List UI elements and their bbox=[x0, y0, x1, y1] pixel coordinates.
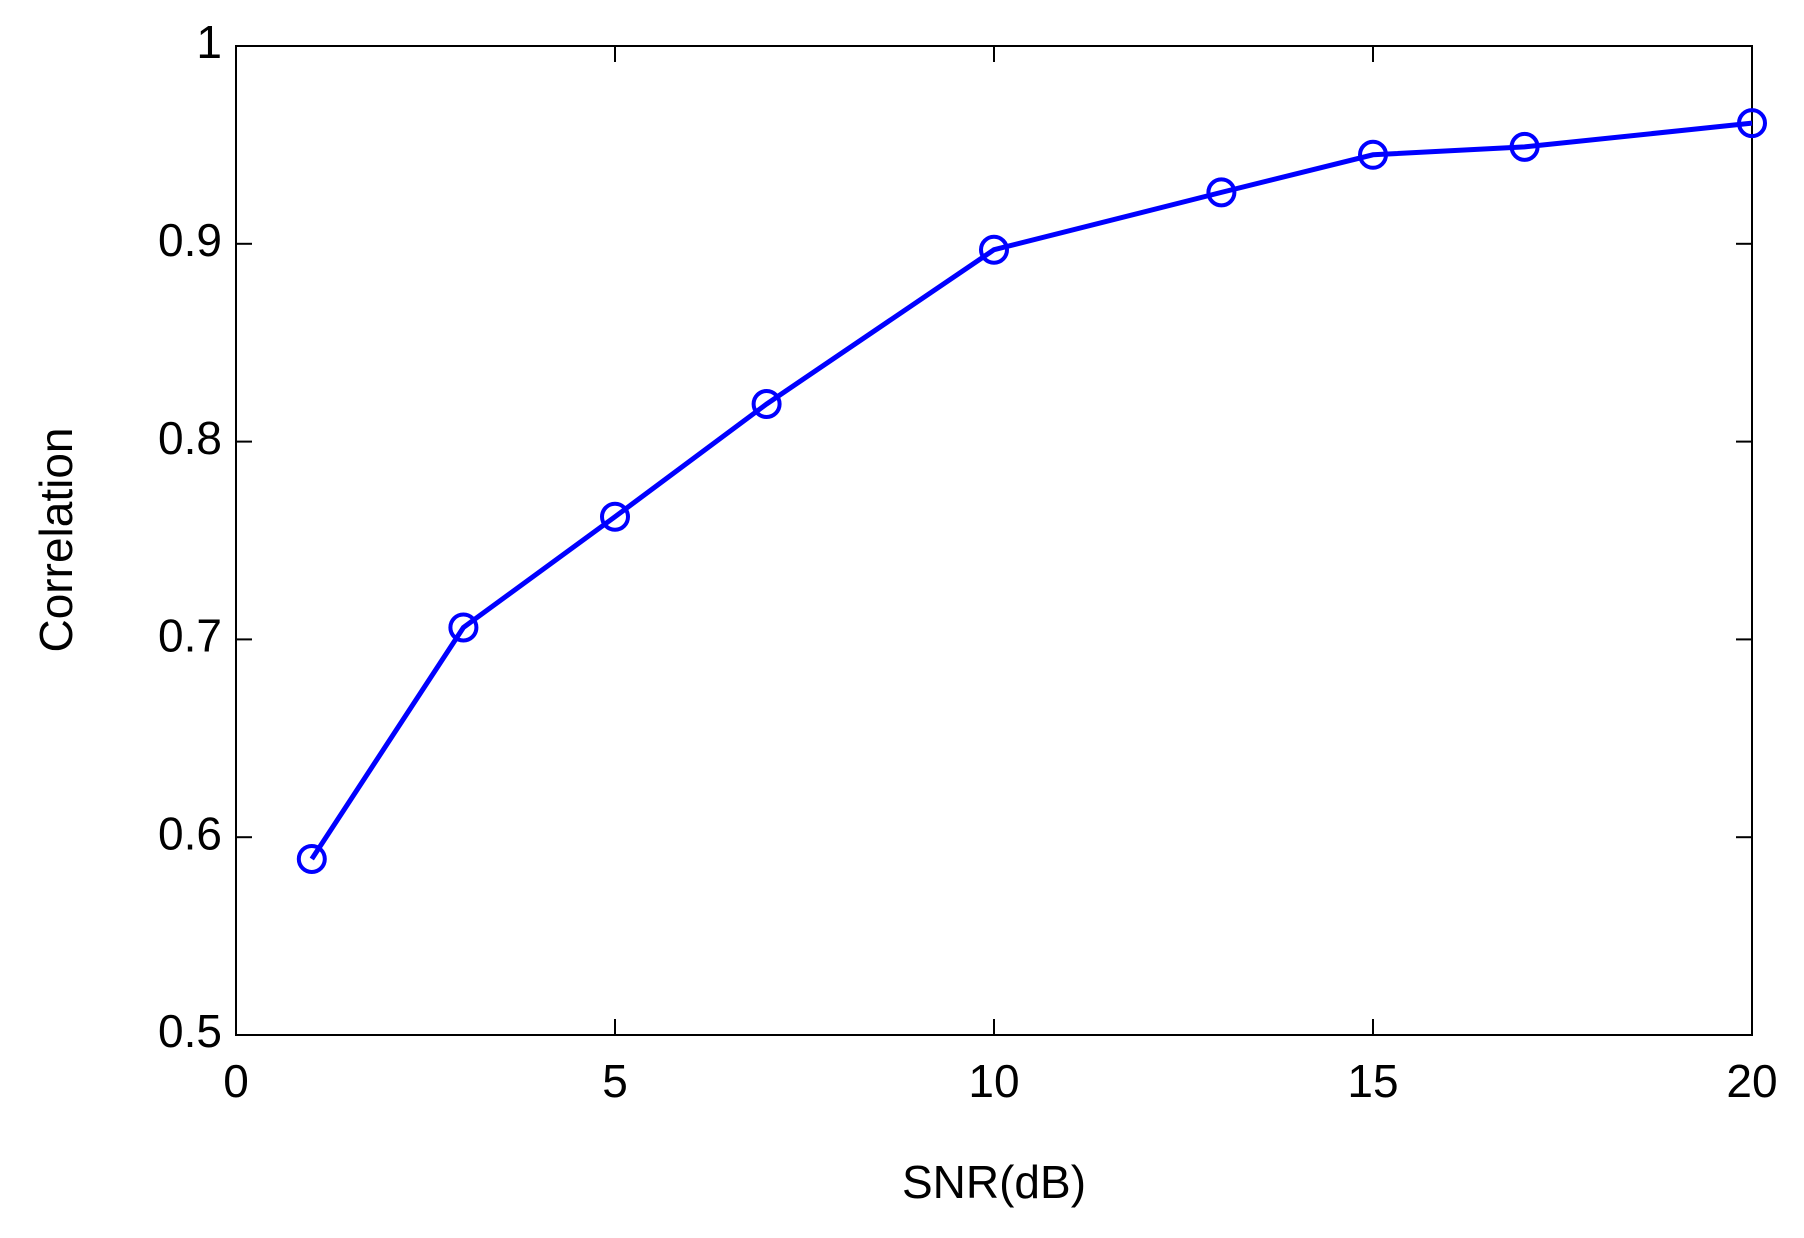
data-point bbox=[1206, 177, 1237, 208]
data-point bbox=[1737, 108, 1767, 139]
data-point bbox=[1358, 139, 1388, 170]
y-tick-label: 0.8 bbox=[158, 412, 222, 464]
y-tick-label: 0.5 bbox=[158, 1005, 222, 1057]
data-point bbox=[448, 612, 479, 643]
data-line bbox=[309, 120, 1753, 861]
data-point bbox=[979, 234, 1009, 265]
x-tick-label: 5 bbox=[602, 1055, 628, 1107]
x-tick-label: 20 bbox=[1726, 1055, 1777, 1107]
data-point bbox=[600, 501, 630, 532]
y-tick-label: 0.9 bbox=[158, 214, 222, 266]
data-point bbox=[1509, 131, 1540, 162]
y-axis-label: Correlation bbox=[30, 428, 82, 653]
y-tick-label: 0.6 bbox=[158, 807, 222, 859]
data-point bbox=[751, 389, 782, 420]
plot-frame bbox=[235, 45, 1753, 1036]
y-tick-label: 0.7 bbox=[158, 610, 222, 662]
x-tick-label: 10 bbox=[968, 1055, 1019, 1107]
x-axis-label: SNR(dB) bbox=[902, 1156, 1086, 1208]
x-tick-label: 0 bbox=[223, 1055, 249, 1107]
x-tick-label: 15 bbox=[1347, 1055, 1398, 1107]
y-tick-label: 1 bbox=[196, 16, 222, 68]
data-point bbox=[296, 843, 327, 874]
